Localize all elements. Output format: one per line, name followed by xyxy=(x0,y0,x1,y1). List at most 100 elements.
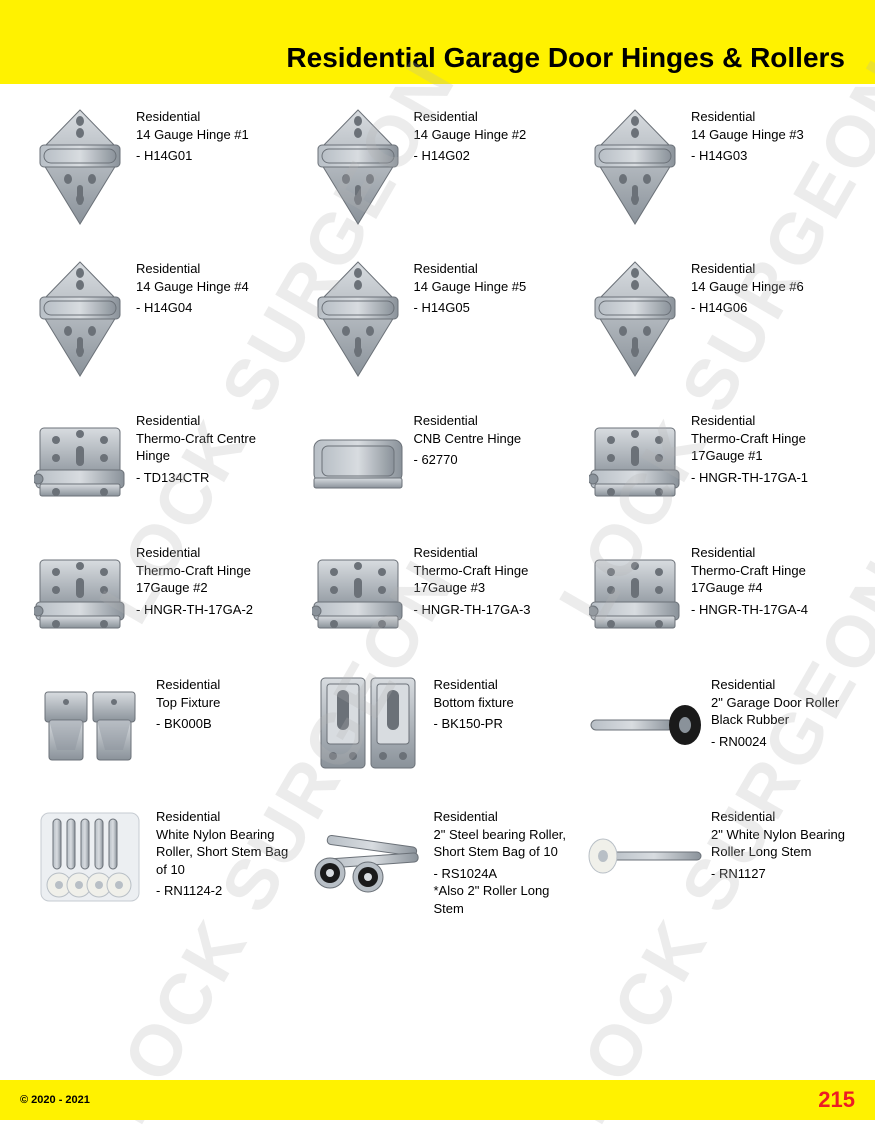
product-sku: - H14G05 xyxy=(414,299,527,317)
product-category: Residential xyxy=(136,544,290,562)
product-text: Residential Top Fixture - BK000B xyxy=(150,670,220,733)
header-bar: Residential Garage Door Hinges & Rollers xyxy=(0,0,875,84)
product-sku: - BK000B xyxy=(156,715,220,733)
product-name: 14 Gauge Hinge #5 xyxy=(414,278,527,296)
product-category: Residential xyxy=(691,108,804,126)
page-title: Residential Garage Door Hinges & Rollers xyxy=(286,42,845,74)
fixture-bottom-icon xyxy=(308,670,428,780)
product-name: Thermo-Craft Hinge 17Gauge #4 xyxy=(691,562,845,597)
product-item: Residential 2" Garage Door Roller Black … xyxy=(585,670,845,780)
product-item: Residential 14 Gauge Hinge #1 - H14G01 xyxy=(30,102,290,232)
product-item: Residential Thermo-Craft Centre Hinge - … xyxy=(30,406,290,516)
product-item: Residential 2" White Nylon Bearing Rolle… xyxy=(585,802,845,917)
product-item: Residential Bottom fixture - BK150-PR xyxy=(308,670,568,780)
product-category: Residential xyxy=(691,260,804,278)
product-category: Residential xyxy=(156,676,220,694)
product-category: Residential xyxy=(434,808,568,826)
hinge-diamond-icon xyxy=(308,102,408,232)
product-text: Residential White Nylon Bearing Roller, … xyxy=(150,802,290,900)
product-sku: - H14G06 xyxy=(691,299,804,317)
roller-long-icon xyxy=(585,802,705,912)
product-name: 14 Gauge Hinge #1 xyxy=(136,126,249,144)
fixture-top-icon xyxy=(30,670,150,780)
product-name: 14 Gauge Hinge #2 xyxy=(414,126,527,144)
copyright: © 2020 - 2021 xyxy=(20,1094,90,1106)
product-name: 2" Garage Door Roller Black Rubber xyxy=(711,694,845,729)
product-item: Residential CNB Centre Hinge - 62770 xyxy=(308,406,568,516)
product-category: Residential xyxy=(434,676,514,694)
product-item: Residential 14 Gauge Hinge #5 - H14G05 xyxy=(308,254,568,384)
roller-steel-icon xyxy=(308,802,428,912)
product-sku: - H14G02 xyxy=(414,147,527,165)
hinge-box-icon xyxy=(30,406,130,516)
product-name: 14 Gauge Hinge #6 xyxy=(691,278,804,296)
hinge-diamond-icon xyxy=(30,102,130,232)
product-sku: - TD134CTR xyxy=(136,469,290,487)
product-sku: - HNGR-TH-17GA-4 xyxy=(691,601,845,619)
product-text: Residential 2" White Nylon Bearing Rolle… xyxy=(705,802,845,882)
product-category: Residential xyxy=(711,676,845,694)
product-name: Thermo-Craft Hinge 17Gauge #1 xyxy=(691,430,845,465)
product-item: Residential 14 Gauge Hinge #6 - H14G06 xyxy=(585,254,845,384)
product-category: Residential xyxy=(414,412,522,430)
product-sku: - BK150-PR xyxy=(434,715,514,733)
product-category: Residential xyxy=(691,412,845,430)
product-name: 2" White Nylon Bearing Roller Long Stem xyxy=(711,826,845,861)
hinge-box-icon xyxy=(585,406,685,516)
product-category: Residential xyxy=(414,260,527,278)
hinge-diamond-icon xyxy=(308,254,408,384)
product-sku: - RN1127 xyxy=(711,865,845,883)
product-sku: - H14G01 xyxy=(136,147,249,165)
product-category: Residential xyxy=(136,108,249,126)
product-sku: - HNGR-TH-17GA-2 xyxy=(136,601,290,619)
product-sku: - RN1124-2 xyxy=(156,882,290,900)
product-item: Residential 14 Gauge Hinge #2 - H14G02 xyxy=(308,102,568,232)
product-category: Residential xyxy=(156,808,290,826)
product-text: Residential 14 Gauge Hinge #1 - H14G01 xyxy=(130,102,249,165)
product-text: Residential Thermo-Craft Hinge 17Gauge #… xyxy=(685,406,845,486)
product-name: Thermo-Craft Hinge 17Gauge #2 xyxy=(136,562,290,597)
hinge-diamond-icon xyxy=(585,254,685,384)
product-sku: - HNGR-TH-17GA-3 xyxy=(414,601,568,619)
product-sku: - H14G04 xyxy=(136,299,249,317)
product-category: Residential xyxy=(711,808,845,826)
product-name: CNB Centre Hinge xyxy=(414,430,522,448)
hinge-block-icon xyxy=(308,406,408,516)
product-name: Thermo-Craft Centre Hinge xyxy=(136,430,290,465)
product-row: Residential Thermo-Craft Hinge 17Gauge #… xyxy=(30,538,845,648)
product-item: Residential 14 Gauge Hinge #4 - H14G04 xyxy=(30,254,290,384)
product-text: Residential Thermo-Craft Hinge 17Gauge #… xyxy=(130,538,290,618)
product-text: Residential 14 Gauge Hinge #3 - H14G03 xyxy=(685,102,804,165)
product-text: Residential Bottom fixture - BK150-PR xyxy=(428,670,514,733)
product-text: Residential Thermo-Craft Hinge 17Gauge #… xyxy=(685,538,845,618)
product-extra: *Also 2" Roller Long Stem xyxy=(434,882,568,917)
product-name: White Nylon Bearing Roller, Short Stem B… xyxy=(156,826,290,879)
product-sku: - RN0024 xyxy=(711,733,845,751)
hinge-box-icon xyxy=(585,538,685,648)
product-text: Residential 14 Gauge Hinge #4 - H14G04 xyxy=(130,254,249,317)
product-name: 14 Gauge Hinge #3 xyxy=(691,126,804,144)
hinge-box-icon xyxy=(308,538,408,648)
product-sku: - RS1024A xyxy=(434,865,568,883)
product-category: Residential xyxy=(136,260,249,278)
footer-bar: © 2020 - 2021 215 xyxy=(0,1080,875,1120)
product-sku: - HNGR-TH-17GA-1 xyxy=(691,469,845,487)
product-item: Residential 14 Gauge Hinge #3 - H14G03 xyxy=(585,102,845,232)
product-sku: - H14G03 xyxy=(691,147,804,165)
product-name: Thermo-Craft Hinge 17Gauge #3 xyxy=(414,562,568,597)
product-item: Residential Thermo-Craft Hinge 17Gauge #… xyxy=(585,538,845,648)
product-text: Residential 2" Garage Door Roller Black … xyxy=(705,670,845,750)
product-item: Residential Thermo-Craft Hinge 17Gauge #… xyxy=(308,538,568,648)
product-sku: - 62770 xyxy=(414,451,522,469)
product-item: Residential Thermo-Craft Hinge 17Gauge #… xyxy=(585,406,845,516)
roller-bag-icon xyxy=(30,802,150,912)
product-text: Residential Thermo-Craft Centre Hinge - … xyxy=(130,406,290,486)
product-text: Residential Thermo-Craft Hinge 17Gauge #… xyxy=(408,538,568,618)
product-row: Residential 14 Gauge Hinge #4 - H14G04 R… xyxy=(30,254,845,384)
product-category: Residential xyxy=(414,108,527,126)
product-text: Residential 14 Gauge Hinge #2 - H14G02 xyxy=(408,102,527,165)
hinge-box-icon xyxy=(30,538,130,648)
product-item: Residential 2" Steel bearing Roller, Sho… xyxy=(308,802,568,917)
product-item: Residential White Nylon Bearing Roller, … xyxy=(30,802,290,917)
product-name: 2" Steel bearing Roller, Short Stem Bag … xyxy=(434,826,568,861)
